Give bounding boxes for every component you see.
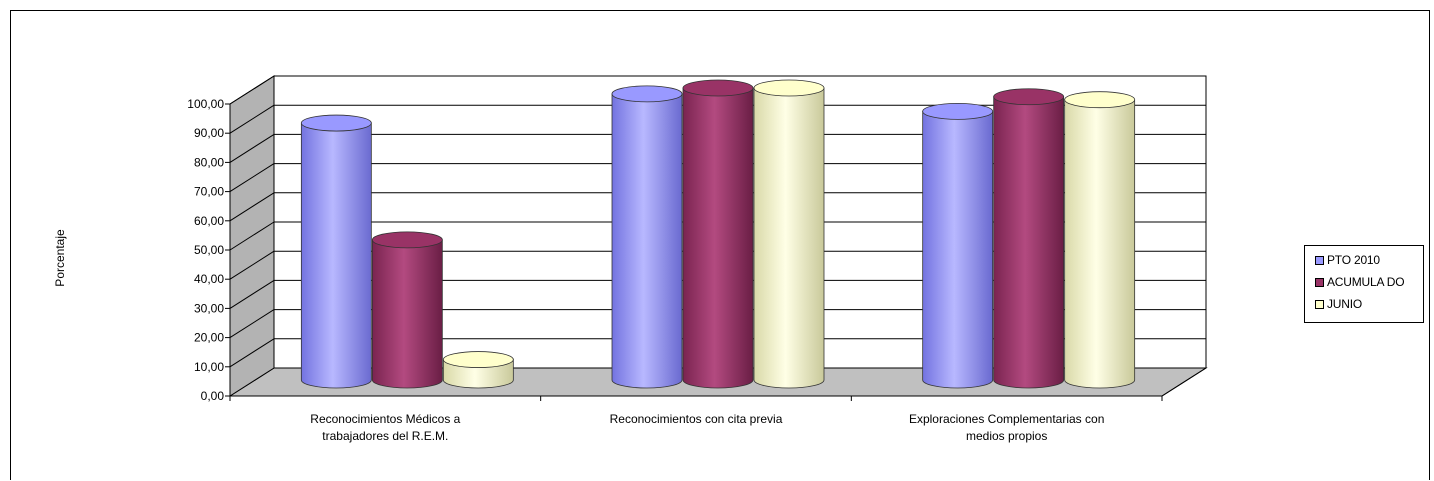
bar xyxy=(922,102,994,389)
bar-top xyxy=(611,85,683,103)
bar-top xyxy=(371,231,443,249)
bar-top xyxy=(442,351,514,368)
gridline-side xyxy=(229,104,275,134)
bar-body xyxy=(371,239,443,389)
y-tick-label: 10,00 xyxy=(194,360,224,374)
bar-body xyxy=(1064,99,1136,389)
x-tick-label: Reconocimientos Médicos a xyxy=(310,412,460,426)
y-tick-label: 50,00 xyxy=(194,243,224,257)
y-tick-label: 60,00 xyxy=(194,214,224,228)
gridline-side xyxy=(229,75,275,105)
legend-label: JUNIO xyxy=(1327,297,1363,311)
x-axis-depth xyxy=(1161,367,1207,397)
gridline-side xyxy=(229,309,275,339)
bar-body xyxy=(300,122,372,389)
gridline-side xyxy=(229,250,275,280)
bar xyxy=(753,79,825,389)
legend-label: PTO 2010 xyxy=(1327,253,1380,267)
legend-label: ACUMULA DO xyxy=(1327,275,1405,289)
gridline-side xyxy=(229,338,275,368)
bar xyxy=(682,79,754,389)
bar xyxy=(1064,91,1136,389)
y-tick-label: 0,00 xyxy=(201,389,225,403)
bar-body xyxy=(682,87,754,389)
legend-item: PTO 2010 xyxy=(1315,252,1380,268)
y-tick-label: 20,00 xyxy=(194,331,224,345)
y-axis-label: Porcentaje xyxy=(53,229,67,287)
legend-swatch xyxy=(1315,299,1324,309)
bar-body xyxy=(922,110,994,389)
bar-top xyxy=(682,79,754,97)
y-tick-label: 40,00 xyxy=(194,272,224,286)
x-tick-label: medios propios xyxy=(966,429,1047,443)
bar-top xyxy=(300,114,372,132)
bar-top xyxy=(1064,91,1136,109)
y-tick-label: 100,00 xyxy=(187,97,224,111)
bar xyxy=(993,88,1065,389)
legend-item: JUNIO xyxy=(1315,296,1362,312)
legend-item: ACUMULA DO xyxy=(1315,274,1405,290)
bar xyxy=(442,351,514,389)
y-tick-label: 70,00 xyxy=(194,185,224,199)
x-tick-label: Exploraciones Complementarias con xyxy=(909,412,1104,426)
gridline-side xyxy=(229,279,275,309)
bar-top xyxy=(753,79,825,97)
gridline-side xyxy=(229,192,275,222)
y-tick-label: 90,00 xyxy=(194,126,224,140)
chart-frame xyxy=(10,10,1430,480)
bar xyxy=(611,85,683,389)
gridline-side xyxy=(229,133,275,163)
bar xyxy=(300,114,372,389)
y-tick-label: 30,00 xyxy=(194,301,224,315)
bar-body xyxy=(753,87,825,389)
bar-body xyxy=(611,93,683,389)
bar-body xyxy=(993,96,1065,389)
bar-top xyxy=(993,88,1065,106)
bar-top xyxy=(922,102,994,120)
gridline-side xyxy=(229,163,275,193)
y-tick-label: 80,00 xyxy=(194,155,224,169)
legend: PTO 2010 ACUMULA DO JUNIO xyxy=(1304,245,1424,323)
legend-swatch xyxy=(1315,255,1324,265)
x-tick-label: trabajadores del R.E.M. xyxy=(322,429,448,443)
x-tick-label: Reconocimientos con cita previa xyxy=(610,412,783,426)
legend-swatch xyxy=(1315,277,1324,287)
gridline-side xyxy=(229,221,275,251)
bar xyxy=(371,231,443,389)
